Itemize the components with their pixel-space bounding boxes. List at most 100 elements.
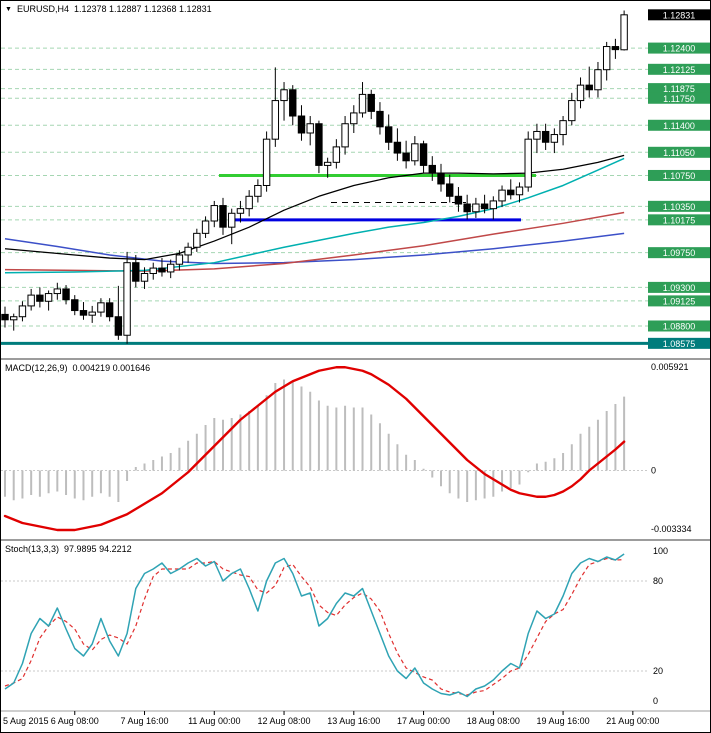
price-level-badge <box>648 119 710 131</box>
price-level-badge-text: 1.11875 <box>663 84 695 94</box>
candle-bullish <box>576 84 585 102</box>
candle-bearish <box>36 294 44 302</box>
stoch-values: 97.9895 94.2212 <box>64 544 132 554</box>
candle-bullish <box>149 267 157 274</box>
candle-bullish <box>236 208 245 214</box>
candle-bullish <box>123 262 131 336</box>
time-axis-label: 7 Aug 16:00 <box>120 716 168 726</box>
macd-label: MACD(12,26,9) <box>5 363 68 373</box>
price-level-badge-text: 1.09300 <box>663 283 696 293</box>
candle-bearish <box>105 302 114 318</box>
time-axis-label: 21 Aug 00:00 <box>606 716 659 726</box>
candle-bearish <box>480 203 489 210</box>
price-level-badge-text: 1.10750 <box>663 171 696 181</box>
current-price-badge <box>648 9 710 21</box>
time-axis-label: 17 Aug 00:00 <box>397 716 450 726</box>
candle-bearish <box>437 172 445 185</box>
price-level-badge <box>648 92 710 104</box>
price-level-badge <box>648 214 710 226</box>
macd-scale-label: 0.005921 <box>651 362 689 372</box>
ma-blue <box>4 232 625 265</box>
candle-bullish <box>97 302 105 313</box>
price-level-badge <box>648 146 710 158</box>
candle-bullish <box>201 220 210 234</box>
candle-bullish <box>559 120 567 136</box>
macd-scale-label: 0 <box>651 466 656 476</box>
stoch-label: Stoch(13,3,3) <box>5 544 60 554</box>
macd-scale-label: -0.003334 <box>651 524 692 534</box>
candle-bullish <box>358 93 367 114</box>
candle-bullish <box>184 246 192 256</box>
candle-bearish <box>114 316 123 336</box>
time-axis[interactable] <box>1 711 710 732</box>
candle-bullish <box>594 69 602 91</box>
candle-bullish <box>53 288 62 295</box>
stoch-scale-label: 80 <box>653 576 663 586</box>
candle-bullish <box>498 189 506 202</box>
candle-bearish <box>62 288 70 301</box>
candle-bullish <box>332 146 341 163</box>
candle-bullish <box>44 293 53 302</box>
candle-bullish <box>262 138 271 186</box>
candle-bullish <box>550 134 559 143</box>
price-level-badge <box>648 295 710 307</box>
price-level-badge-text: 1.09125 <box>663 296 696 306</box>
candle-bullish <box>228 212 236 228</box>
price-level-badge <box>648 42 710 54</box>
price-level-badge-text: 1.09750 <box>663 248 696 258</box>
candle-bearish <box>367 93 375 112</box>
price-level-badge <box>648 337 710 349</box>
candle-bearish <box>611 46 620 51</box>
candle-bullish <box>620 14 628 51</box>
candle-bearish <box>384 126 393 143</box>
macd-title: MACD(12,26,9) 0.004219 0.001646 <box>5 363 150 373</box>
price-level-badge-text: 1.11050 <box>663 148 695 158</box>
candle-bearish <box>79 310 88 316</box>
candle-bullish <box>524 138 532 188</box>
time-axis-label: 13 Aug 16:00 <box>327 716 380 726</box>
symbol-marker-icon[interactable]: ▼ <box>5 5 12 13</box>
price-level-badge-text: 1.12400 <box>663 44 696 54</box>
price-level-badge-text: 1.12125 <box>663 65 696 75</box>
candle-bearish <box>428 164 436 174</box>
candle-bearish <box>158 267 166 273</box>
candle-bullish <box>254 184 262 197</box>
candle-bearish <box>402 152 410 162</box>
chart-ohlc: 1.12378 1.12887 1.12368 1.12831 <box>73 4 212 14</box>
price-level-badge <box>648 281 710 293</box>
chart-title: ▼ EURUSD,H4 1.12378 1.12887 1.12368 1.12… <box>5 4 212 14</box>
candle-bullish <box>306 123 314 134</box>
candle-bearish <box>507 189 515 196</box>
stoch-scale-label: 100 <box>653 546 668 556</box>
candle-bearish <box>315 123 323 166</box>
candle-bullish <box>175 254 184 265</box>
time-axis-label: 6 Aug 08:00 <box>51 716 99 726</box>
chart-symbol: EURUSD,H4 <box>16 4 69 14</box>
candle-bearish <box>454 195 463 205</box>
price-level-badge-text: 1.08575 <box>663 339 696 349</box>
candle-bearish <box>132 262 140 282</box>
candle-bearish <box>463 203 471 213</box>
stoch-main-line <box>4 553 625 698</box>
candle-bearish <box>289 89 297 117</box>
candle-bullish <box>245 195 253 210</box>
price-level-badge <box>648 320 710 332</box>
candle-bullish <box>323 161 332 166</box>
candle-bearish <box>1 313 9 321</box>
candle-bullish <box>602 46 611 71</box>
candle-bearish <box>219 205 227 228</box>
candle-bullish <box>280 89 288 102</box>
price-axis[interactable] <box>647 1 710 711</box>
price-level-badge-text: 1.10350 <box>663 202 696 212</box>
time-axis-label: 19 Aug 16:00 <box>537 716 590 726</box>
price-level-badge-text: 1.11400 <box>663 121 695 131</box>
time-axis-label: 11 Aug 00:00 <box>188 716 240 726</box>
price-level-badge <box>648 83 710 95</box>
price-level-badge-text: 1.11750 <box>663 94 695 104</box>
candle-bearish <box>393 141 402 154</box>
time-axis-label: 18 Aug 08:00 <box>467 716 520 726</box>
candle-bullish <box>515 186 524 196</box>
candle-bullish <box>210 205 218 222</box>
